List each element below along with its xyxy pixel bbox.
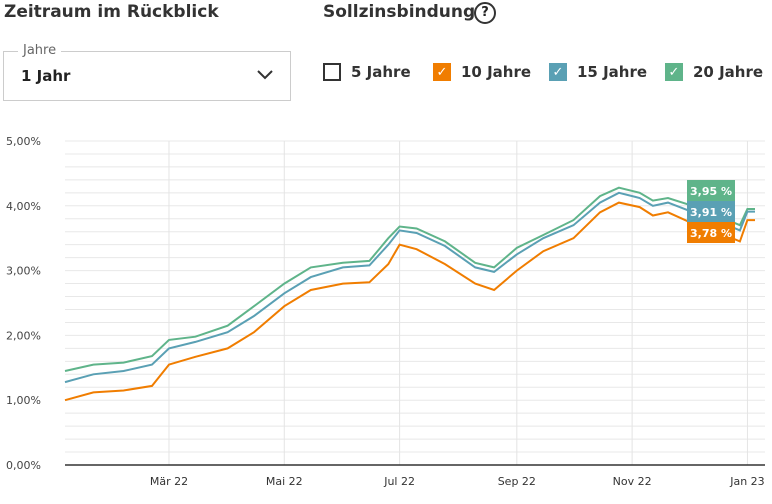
period-select-value: 1 Jahr: [21, 67, 71, 85]
series-line-10-jahre: [64, 201, 755, 402]
x-tick-label: Jul 22: [383, 475, 415, 488]
checkmark-icon: ✓: [665, 63, 683, 81]
checkbox-label: 10 Jahre: [461, 63, 532, 81]
binding-title: Sollzinsbindung: [323, 2, 476, 22]
chevron-down-icon: [257, 70, 273, 80]
y-tick-label: 0,00%: [6, 459, 41, 472]
question-circle-icon[interactable]: ?: [474, 2, 496, 24]
period-title: Zeitraum im Rückblick: [4, 2, 219, 22]
y-tick-label: 2,00%: [6, 329, 41, 342]
y-tick-label: 5,00%: [6, 135, 41, 148]
end-value-badge: [687, 201, 735, 222]
end-value-label: 3,95 %: [690, 185, 732, 198]
checkbox-label: 5 Jahre: [351, 63, 411, 81]
y-tick-label: 4,00%: [6, 200, 41, 213]
checkbox-20-jahre[interactable]: ✓ 20 Jahre: [665, 63, 763, 81]
checkbox-10-jahre[interactable]: ✓ 10 Jahre: [433, 63, 531, 81]
end-value-badge: [687, 180, 735, 201]
x-tick-label: Mai 22: [266, 475, 303, 488]
x-tick-label: Jan 23: [729, 475, 764, 488]
end-value-label: 3,91 %: [690, 206, 732, 219]
y-tick-label: 3,00%: [6, 265, 41, 278]
checkmark-icon: ✓: [549, 63, 567, 81]
checkbox-5-jahre[interactable]: 5 Jahre: [323, 63, 411, 81]
period-select[interactable]: Jahre 1 Jahr: [3, 43, 291, 101]
checkbox-empty-icon: [323, 63, 341, 81]
series-line-20-jahre: [64, 186, 755, 372]
checkbox-label: 15 Jahre: [577, 63, 648, 81]
end-value-badge: [687, 222, 735, 243]
period-select-label: Jahre: [18, 43, 62, 58]
checkbox-label: 20 Jahre: [693, 63, 764, 81]
checkbox-15-jahre[interactable]: ✓ 15 Jahre: [549, 63, 647, 81]
x-tick-label: Nov 22: [613, 475, 652, 488]
x-tick-label: Mär 22: [150, 475, 188, 488]
series-line-15-jahre: [64, 191, 755, 384]
y-tick-label: 1,00%: [6, 394, 41, 407]
end-value-label: 3,78 %: [690, 227, 732, 240]
checkmark-icon: ✓: [433, 63, 451, 81]
x-tick-label: Sep 22: [498, 475, 536, 488]
